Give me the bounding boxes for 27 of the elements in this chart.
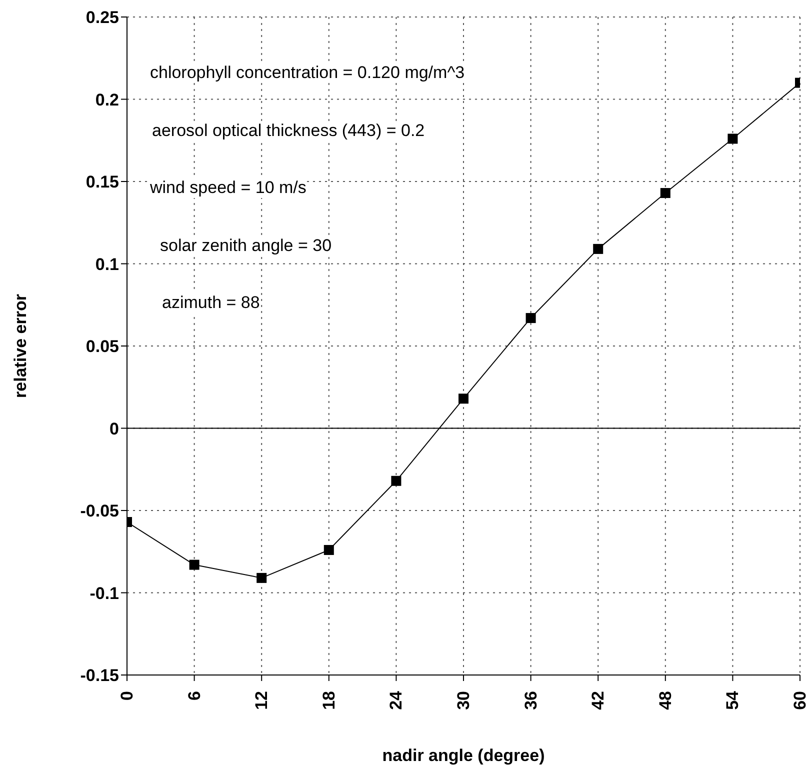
y-tick-label: 0.15 — [86, 172, 119, 192]
x-axis-title: nadir angle (degree) — [382, 746, 545, 765]
y-axis-title: relative error — [11, 294, 30, 398]
y-tick-label: 0.1 — [95, 254, 119, 274]
x-tick-label: 54 — [723, 690, 742, 710]
y-tick-label: 0.2 — [95, 90, 119, 110]
y-tick-label: 0.05 — [86, 337, 119, 356]
annotation: wind speed = 10 m/s — [150, 178, 306, 198]
annotation: azimuth = 88 — [162, 293, 260, 313]
y-tick-label: 0 — [110, 419, 119, 438]
x-tick-label: 30 — [454, 691, 473, 710]
x-tick-label: 6 — [184, 691, 204, 700]
annotation: solar zenith angle = 30 — [160, 236, 332, 256]
x-tick-label: 60 — [790, 691, 806, 710]
x-tick-label: 24 — [386, 690, 406, 710]
annotation: chlorophyll concentration = 0.120 mg/m^3 — [150, 63, 465, 83]
annotation: aerosol optical thickness (443) = 0.2 — [152, 121, 425, 141]
x-tick-label: 42 — [588, 691, 608, 710]
x-tick-label: 18 — [319, 691, 338, 710]
y-tick-label: -0.15 — [80, 666, 119, 686]
x-tick-label: 36 — [521, 691, 540, 710]
y-tick-label: 0.25 — [86, 8, 119, 28]
y-tick-label: -0.1 — [90, 584, 119, 603]
y-tick-label: -0.05 — [80, 502, 119, 521]
x-tick-label: 0 — [118, 691, 136, 700]
x-tick-label: 12 — [252, 691, 272, 710]
x-tick-label: 48 — [656, 691, 675, 710]
